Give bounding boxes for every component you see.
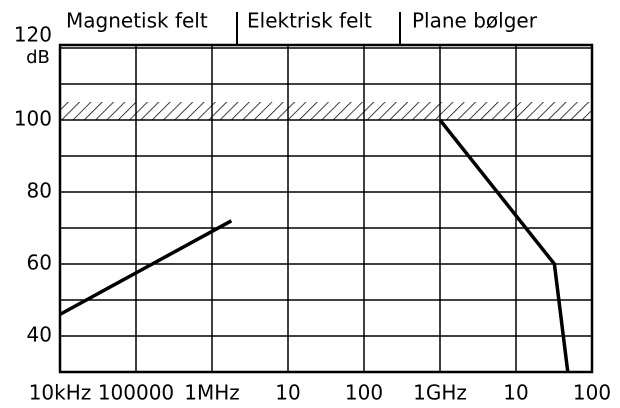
x-tick-label: 100 (345, 381, 383, 405)
y-tick-label: 100 (14, 107, 52, 131)
line-series (438, 118, 570, 373)
x-tick-label: 100000 (98, 381, 174, 405)
y-tick-label: 120 (14, 23, 52, 47)
x-tick-label: 10 (503, 381, 528, 405)
x-tick-label: 10kHz (29, 381, 92, 405)
region-label: Magnetisk felt (66, 9, 208, 33)
y-tick-label: 80 (27, 179, 52, 203)
hatch-band (60, 102, 592, 120)
x-tick-label: 10 (275, 381, 300, 405)
x-tick-label: 1GHz (413, 381, 467, 405)
y-tick-label: 60 (27, 251, 52, 275)
region-label: Elektrisk felt (247, 9, 372, 33)
region-label: Plane bølger (412, 9, 538, 33)
y-axis-label: dB (26, 47, 50, 68)
y-tick-label: 40 (27, 323, 52, 347)
x-tick-label: 100 (573, 381, 611, 405)
x-tick-label: 1MHz (184, 381, 240, 405)
line-series (59, 219, 233, 316)
plot-frame (58, 43, 594, 374)
